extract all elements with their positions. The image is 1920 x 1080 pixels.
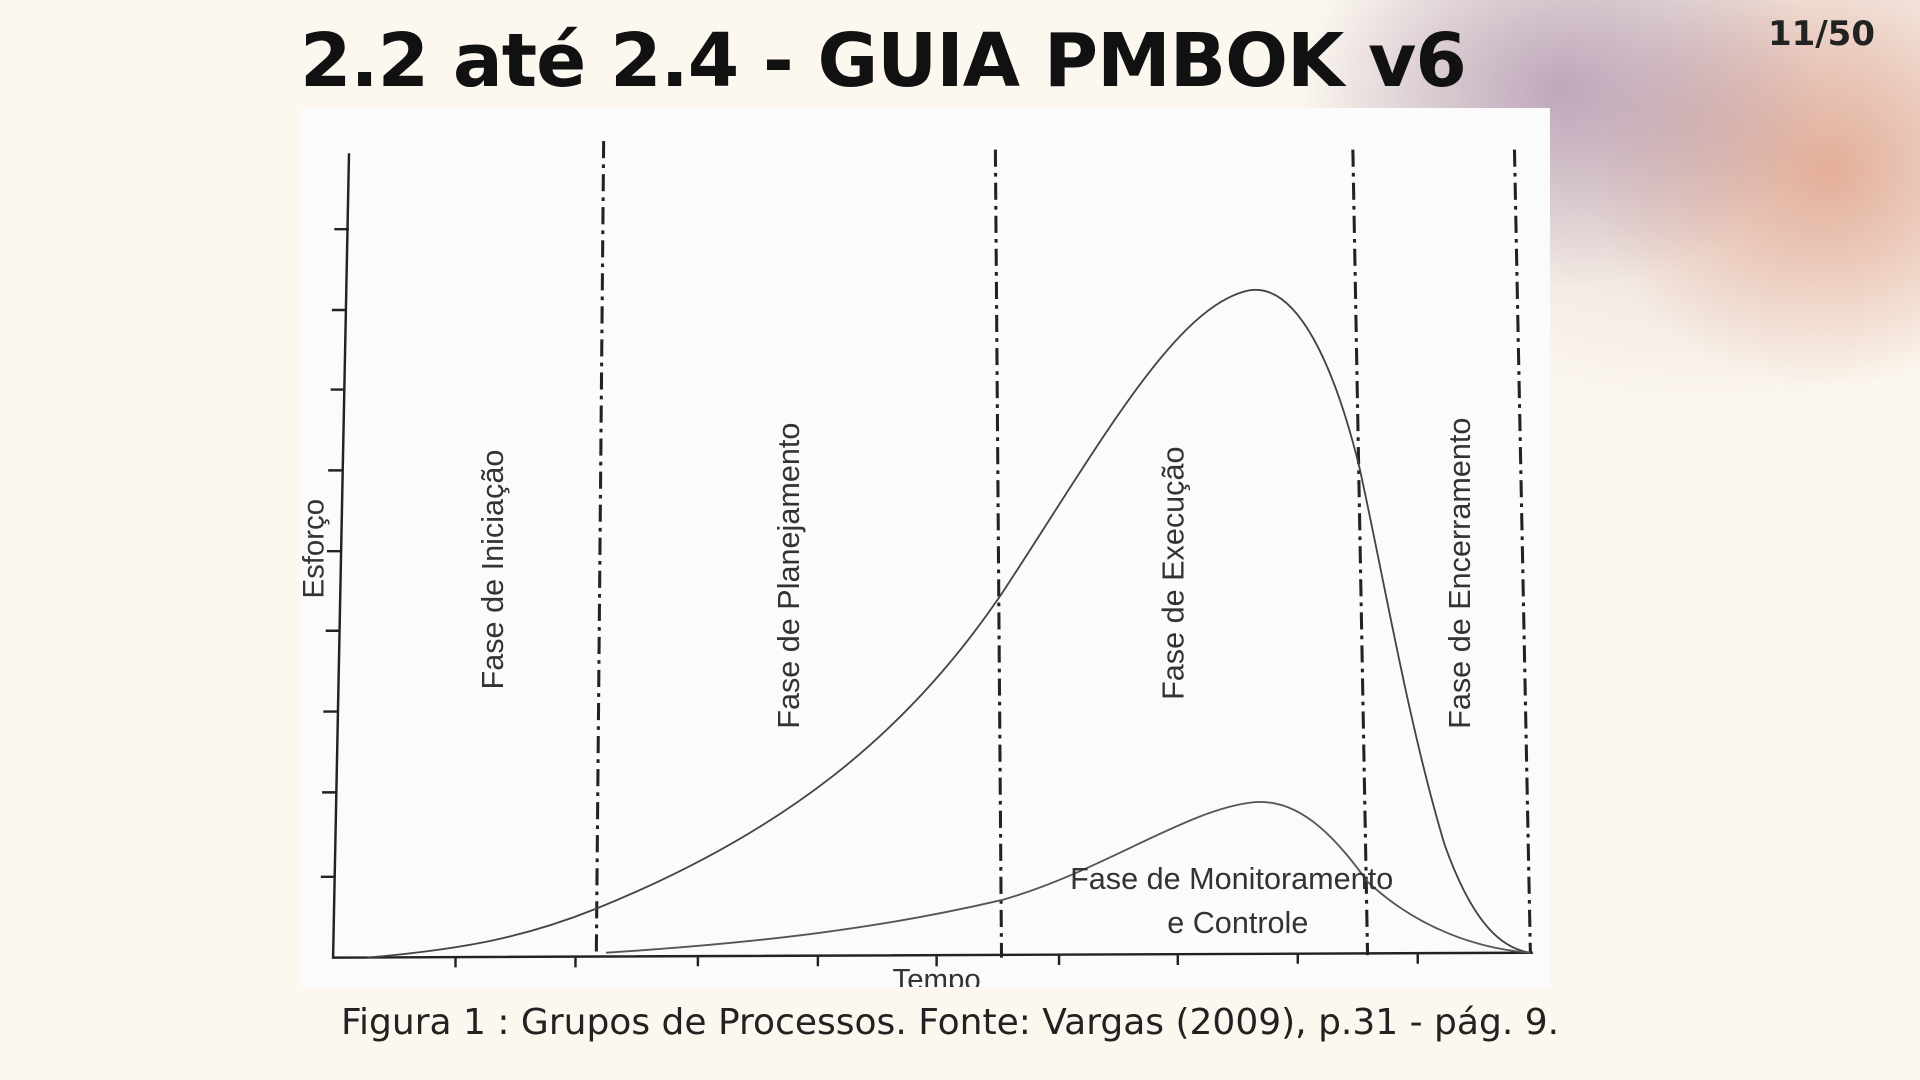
- monitoring-label: Fase de Monitoramento: [1070, 862, 1393, 896]
- page-number: 11/50: [1767, 14, 1875, 54]
- monitoring-label: e Controle: [1167, 906, 1308, 940]
- phase-label: Fase de Planejamento: [772, 423, 806, 729]
- phase-label: Fase de Encerramento: [1443, 418, 1477, 729]
- monitoring-curve: [606, 801, 1531, 954]
- slide-title: 2.2 até 2.4 - GUIA PMBOK v6: [300, 18, 1467, 104]
- figure: Esforço Tempo Fase de Iniciação Fase de …: [300, 108, 1550, 987]
- y-axis-label: Esforço: [300, 499, 331, 599]
- figure-background: [300, 108, 1550, 987]
- phase-label: Fase de Iniciação: [476, 450, 510, 690]
- phase-label: Fase de Execução: [1156, 447, 1190, 700]
- effort-curve: [367, 288, 1531, 959]
- axes: [320, 153, 1533, 968]
- figure-caption: Figura 1 : Grupos de Processos. Fonte: V…: [340, 1002, 1560, 1043]
- phase-dividers: [594, 141, 1532, 958]
- x-axis-label: Tempo: [893, 963, 981, 987]
